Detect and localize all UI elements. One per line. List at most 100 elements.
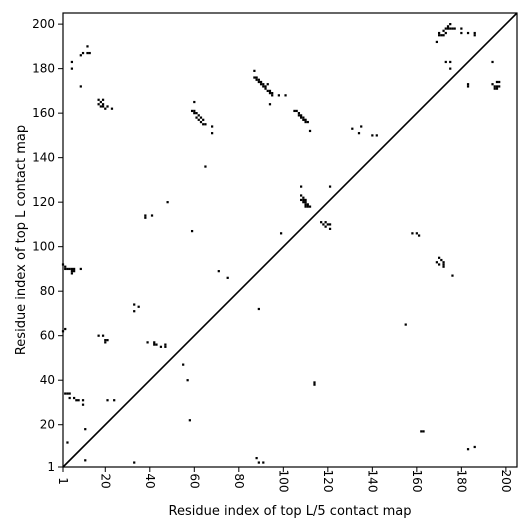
contact-point (64, 327, 67, 331)
contact-point (466, 31, 470, 35)
contact-point (144, 216, 147, 219)
contact-point (202, 123, 205, 126)
contact-point (197, 118, 200, 121)
contact-point (449, 23, 452, 26)
contact-point (257, 80, 260, 84)
contact-point (66, 392, 69, 395)
contact-point (182, 363, 185, 366)
contact-point (86, 51, 89, 55)
contact-point (204, 165, 207, 168)
contact-point (453, 27, 456, 30)
contact-point (199, 116, 203, 119)
contact-point (304, 201, 307, 204)
contact-point (491, 60, 494, 64)
contact-point (473, 34, 476, 37)
contact-point (438, 256, 441, 259)
contact-point (271, 94, 274, 97)
contact-point (328, 227, 332, 230)
contact-point (304, 120, 307, 124)
contact-point (81, 51, 85, 55)
contact-point (417, 234, 421, 237)
contact-point (438, 263, 441, 266)
contact-point (255, 76, 258, 79)
contact-point (104, 341, 107, 344)
contact-point (110, 107, 114, 110)
contact-point (70, 267, 74, 271)
contact-point (473, 31, 476, 35)
contact-point (435, 40, 438, 44)
diagonal-line (62, 12, 518, 468)
contact-point (255, 78, 258, 81)
contact-point (113, 399, 116, 402)
contact-point (442, 263, 445, 266)
contact-point (328, 185, 332, 188)
contact-point (153, 341, 156, 344)
y-tick-label: 1 (47, 460, 55, 474)
y-tick-label: 60 (40, 329, 55, 343)
y-tick-label: 200 (32, 17, 55, 31)
contact-point (268, 92, 272, 95)
contact-point (493, 85, 496, 88)
contact-point (300, 116, 303, 119)
contact-point (217, 270, 220, 273)
contact-point (79, 85, 82, 88)
contact-point (153, 343, 156, 346)
contact-point (313, 383, 316, 386)
contact-point (300, 194, 303, 197)
contact-point (449, 67, 452, 70)
contact-point (255, 456, 258, 460)
contact-point (226, 276, 229, 279)
contact-point (193, 112, 196, 115)
contact-point (70, 67, 74, 70)
contact-point (79, 267, 82, 271)
contact-point (68, 392, 71, 395)
contact-point (357, 132, 361, 135)
contact-point (375, 134, 378, 137)
contact-point (320, 221, 323, 224)
contact-point (253, 69, 256, 72)
contact-point (101, 98, 105, 101)
contact-point (101, 103, 105, 106)
contact-point (146, 341, 149, 344)
contact-point (493, 87, 496, 90)
contact-point (262, 461, 265, 464)
contact-point (415, 232, 418, 235)
contact-point (306, 120, 309, 124)
contact-point (164, 345, 167, 348)
contact-point (195, 112, 198, 115)
contact-point (75, 399, 78, 402)
y-tick-label: 160 (32, 106, 55, 120)
contact-point (257, 78, 260, 81)
contact-point (211, 132, 214, 135)
contact-point (262, 85, 265, 88)
marks-layer (61, 12, 518, 468)
contact-point (302, 118, 305, 121)
contact-point (64, 265, 67, 268)
contact-point (202, 118, 205, 121)
contact-point (300, 198, 303, 202)
contact-point (404, 323, 407, 326)
contact-point (466, 448, 470, 451)
contact-point (79, 54, 82, 57)
contact-point (271, 92, 274, 95)
contact-point (297, 114, 301, 117)
contact-point (284, 94, 287, 97)
contact-point (300, 185, 303, 188)
contact-point (371, 134, 374, 137)
contact-point (435, 261, 438, 264)
contact-point (442, 29, 445, 32)
contact-point (104, 107, 107, 110)
contact-point (204, 123, 207, 126)
contact-point (268, 103, 272, 106)
contact-point (438, 34, 441, 37)
y-tick-label: 180 (32, 62, 55, 76)
contact-point (88, 51, 91, 55)
contact-point (326, 223, 329, 226)
contact-point (81, 399, 85, 402)
contact-point (266, 83, 269, 86)
contact-point (495, 85, 499, 88)
contact-point (84, 428, 87, 431)
contact-point (188, 419, 191, 422)
contact-point (446, 25, 450, 28)
contact-point (293, 109, 296, 113)
